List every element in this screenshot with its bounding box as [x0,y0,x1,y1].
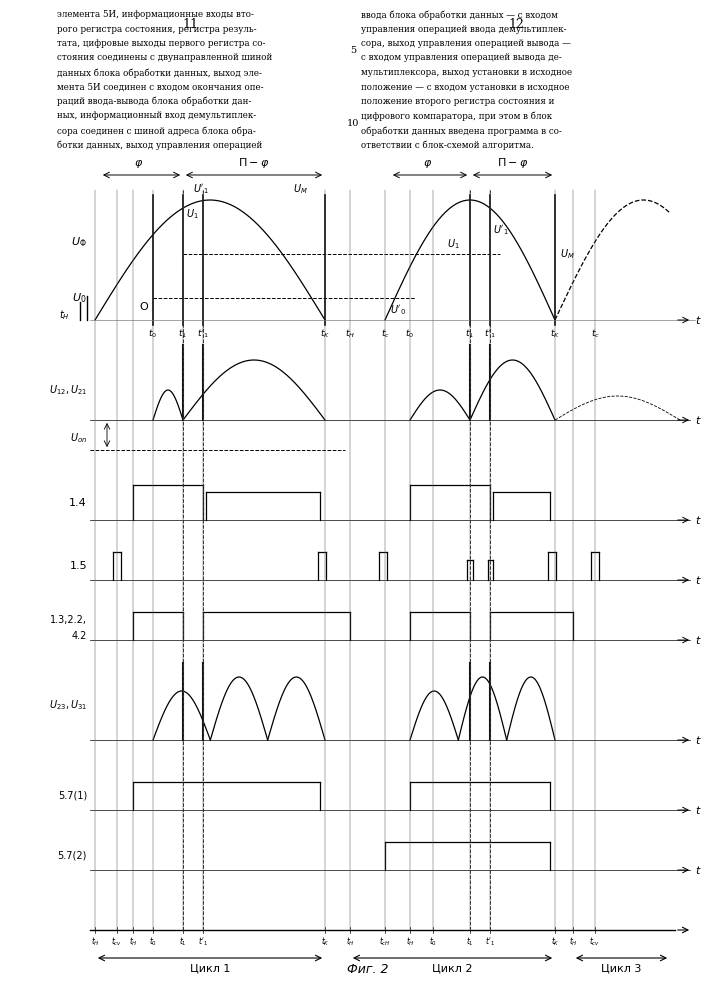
Text: $t_{cH}$: $t_{cH}$ [379,935,391,948]
Text: $U'_1$: $U'_1$ [193,183,209,196]
Text: $t_1$: $t_1$ [466,935,474,948]
Text: стояния соединены с двунаправленной шиной: стояния соединены с двунаправленной шино… [57,53,271,62]
Text: 11: 11 [183,18,199,31]
Text: $t$: $t$ [695,864,702,876]
Text: $t$: $t$ [695,634,702,646]
Text: $\varphi$: $\varphi$ [423,158,432,170]
Text: Цикл 1: Цикл 1 [189,963,230,973]
Text: ботки данных, выход управления операцией: ботки данных, выход управления операцией [57,140,262,150]
Text: с входом управления операцией вывода де-: с входом управления операцией вывода де- [361,53,561,62]
Text: обработки данных введена программа в со-: обработки данных введена программа в со- [361,126,561,135]
Text: 10: 10 [347,119,360,128]
Text: $t_0$: $t_0$ [149,935,157,948]
Text: $\Pi-\varphi$: $\Pi-\varphi$ [238,156,269,170]
Text: $t_K$: $t_K$ [320,935,329,948]
Text: $t_{cv}$: $t_{cv}$ [112,935,122,948]
Text: $t_H$: $t_H$ [346,935,354,948]
Text: 5.7(1): 5.7(1) [58,791,87,801]
Text: $U_0$: $U_0$ [73,292,87,305]
Text: положение второго регистра состояния и: положение второго регистра состояния и [361,97,554,106]
Text: $t_1$: $t_1$ [465,328,474,340]
Text: ввода блока обработки данных — с входом: ввода блока обработки данных — с входом [361,10,557,19]
Text: $U_1$: $U_1$ [448,237,460,251]
Text: $t$: $t$ [695,804,702,816]
Text: 1.4: 1.4 [69,497,87,508]
Text: цифрового компаратора, при этом в блок: цифрового компаратора, при этом в блок [361,111,551,121]
Text: ответствии с блок-схемой алгоритма.: ответствии с блок-схемой алгоритма. [361,140,534,150]
Text: $U_{on}$: $U_{on}$ [70,431,87,445]
Text: $t$: $t$ [695,574,702,586]
Text: $t_K$: $t_K$ [320,328,330,340]
Text: $t_1$: $t_1$ [179,935,187,948]
Text: $\varphi$: $\varphi$ [134,158,144,170]
Text: $t$: $t$ [695,314,702,326]
Text: 12: 12 [508,18,524,31]
Text: тата, цифровые выходы первого регистра со-: тата, цифровые выходы первого регистра с… [57,39,265,48]
Text: 5: 5 [351,46,356,55]
Text: $U_M$: $U_M$ [293,183,308,196]
Text: $t_c$: $t_c$ [380,328,390,340]
Text: $U_{23},U_{31}$: $U_{23},U_{31}$ [49,698,87,712]
Text: $t_{cv}$: $t_{cv}$ [590,935,600,948]
Text: $t_H$: $t_H$ [59,308,70,322]
Text: Цикл 3: Цикл 3 [602,963,642,973]
Text: $t$: $t$ [695,734,702,746]
Text: $U_1$: $U_1$ [186,208,199,221]
Text: сора соединен с шиной адреса блока обра-: сора соединен с шиной адреса блока обра- [57,126,255,135]
Text: $t_H$: $t_H$ [129,935,137,948]
Text: $t_1$: $t_1$ [178,328,187,340]
Text: 4.2: 4.2 [71,631,87,641]
Text: $U'_0$: $U'_0$ [390,303,406,317]
Text: 1.5: 1.5 [69,561,87,571]
Text: $t_H$: $t_H$ [568,935,578,948]
Text: данных блока обработки данных, выход эле-: данных блока обработки данных, выход эле… [57,68,262,78]
Text: 5.7(2): 5.7(2) [58,851,87,861]
Text: $t_0$: $t_0$ [429,935,437,948]
Text: $t'_1$: $t'_1$ [198,935,208,948]
Text: $t'_1$: $t'_1$ [197,328,209,340]
Text: $t_K$: $t_K$ [550,328,560,340]
Text: $t_0$: $t_0$ [405,328,414,340]
Text: 1.3,2.2,: 1.3,2.2, [50,615,87,625]
Text: мента 5И соединен с входом окончания опе-: мента 5И соединен с входом окончания опе… [57,83,263,92]
Text: положение — с входом установки в исходное: положение — с входом установки в исходно… [361,83,569,92]
Text: Цикл 2: Цикл 2 [432,963,473,973]
Text: мультиплексора, выход установки в исходное: мультиплексора, выход установки в исходн… [361,68,572,77]
Text: $t_c$: $t_c$ [590,328,600,340]
Text: $t'_1$: $t'_1$ [484,328,496,340]
Text: $U'_1$: $U'_1$ [493,223,509,237]
Text: $U_{12},U_{21}$: $U_{12},U_{21}$ [49,383,87,397]
Text: Фиг. 2: Фиг. 2 [346,963,388,976]
Text: $t$: $t$ [695,414,702,426]
Text: $t_0$: $t_0$ [148,328,158,340]
Text: $t'_1$: $t'_1$ [485,935,495,948]
Text: $t_H$: $t_H$ [90,935,100,948]
Text: $t_H$: $t_H$ [406,935,414,948]
Text: ных, информационный вход демультиплек-: ных, информационный вход демультиплек- [57,111,256,120]
Text: $t_K$: $t_K$ [551,935,559,948]
Text: раций ввода-вывода блока обработки дан-: раций ввода-вывода блока обработки дан- [57,97,251,106]
Text: элемента 5И, информационные входы вто-: элемента 5И, информационные входы вто- [57,10,254,19]
Text: управления операцией ввода демультиплек-: управления операцией ввода демультиплек- [361,24,566,33]
Text: $U_M$: $U_M$ [560,247,575,261]
Text: $\Pi-\varphi$: $\Pi-\varphi$ [497,156,528,170]
Text: сора, выход управления операцией вывода —: сора, выход управления операцией вывода … [361,39,571,48]
Text: $U_\Phi$: $U_\Phi$ [71,235,87,249]
Text: O: O [139,302,148,312]
Text: $t_H$: $t_H$ [345,328,355,340]
Text: $t$: $t$ [695,514,702,526]
Text: рого регистра состояния, регистра резуль-: рого регистра состояния, регистра резуль… [57,24,256,33]
